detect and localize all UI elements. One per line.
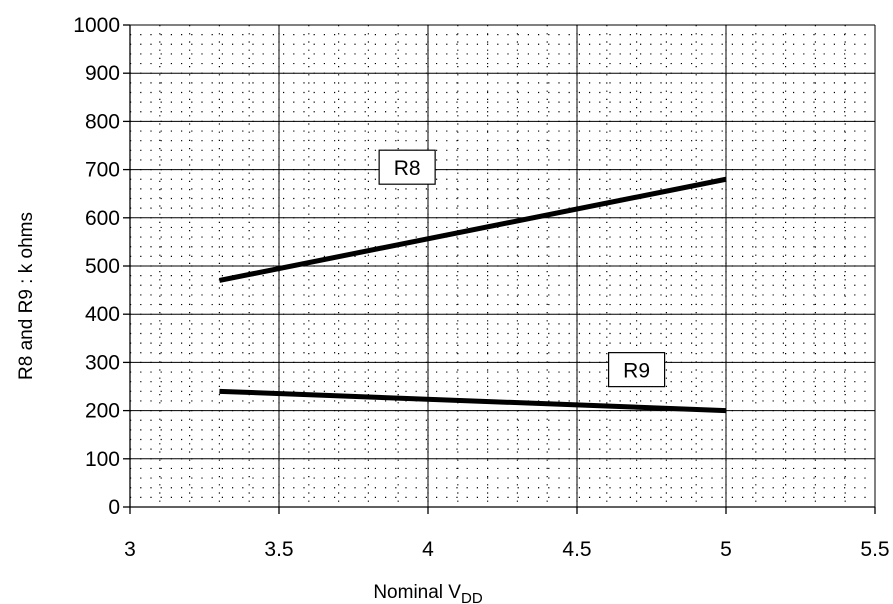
y-tick-label: 400 xyxy=(85,303,120,326)
x-tick-label: 3 xyxy=(124,538,136,561)
plot-frame xyxy=(123,24,876,514)
x-tick-label: 3.5 xyxy=(264,538,293,561)
annotation-box-r8 xyxy=(378,149,436,185)
x-tick-label: 4.5 xyxy=(562,538,591,561)
y-tick-label: 800 xyxy=(85,110,120,133)
y-tick-label: 200 xyxy=(85,400,120,423)
annotation-layer: R8 R9 xyxy=(378,149,666,388)
y-tick-label: 600 xyxy=(85,207,120,230)
series-line-r9 xyxy=(219,388,727,414)
x-axis-label-main: Nominal V xyxy=(373,582,461,603)
x-tick-labels: 3 3.5 4 4.5 5 5.5 xyxy=(124,538,889,561)
y-tick-label: 100 xyxy=(85,448,120,471)
y-tick-label: 900 xyxy=(85,62,120,85)
annotation-box-r9 xyxy=(607,352,666,388)
x-axis-label-subscript: DD xyxy=(461,590,483,604)
y-tick-label: 300 xyxy=(85,351,120,374)
x-tick-label: 4 xyxy=(422,538,434,561)
y-tick-label: 500 xyxy=(85,255,120,278)
y-tick-label: 700 xyxy=(85,159,120,182)
annotation-label-r8: R8 xyxy=(394,157,421,180)
series-layer xyxy=(218,176,727,414)
x-tick-label: 5 xyxy=(720,538,732,561)
x-axis-label: Nominal VDD xyxy=(373,582,482,604)
major-grid xyxy=(129,24,876,508)
y-tick-label: 0 xyxy=(108,496,120,519)
x-tick-label: 5.5 xyxy=(860,538,889,561)
annotation-label-r9: R9 xyxy=(623,360,650,383)
series-line-r8 xyxy=(218,176,727,283)
y-axis-label: R8 and R9 : k ohms xyxy=(16,212,37,380)
y-tick-labels: 0 100 200 300 400 500 600 700 800 900 1000 xyxy=(73,14,120,519)
y-tick-label: 1000 xyxy=(73,14,120,37)
